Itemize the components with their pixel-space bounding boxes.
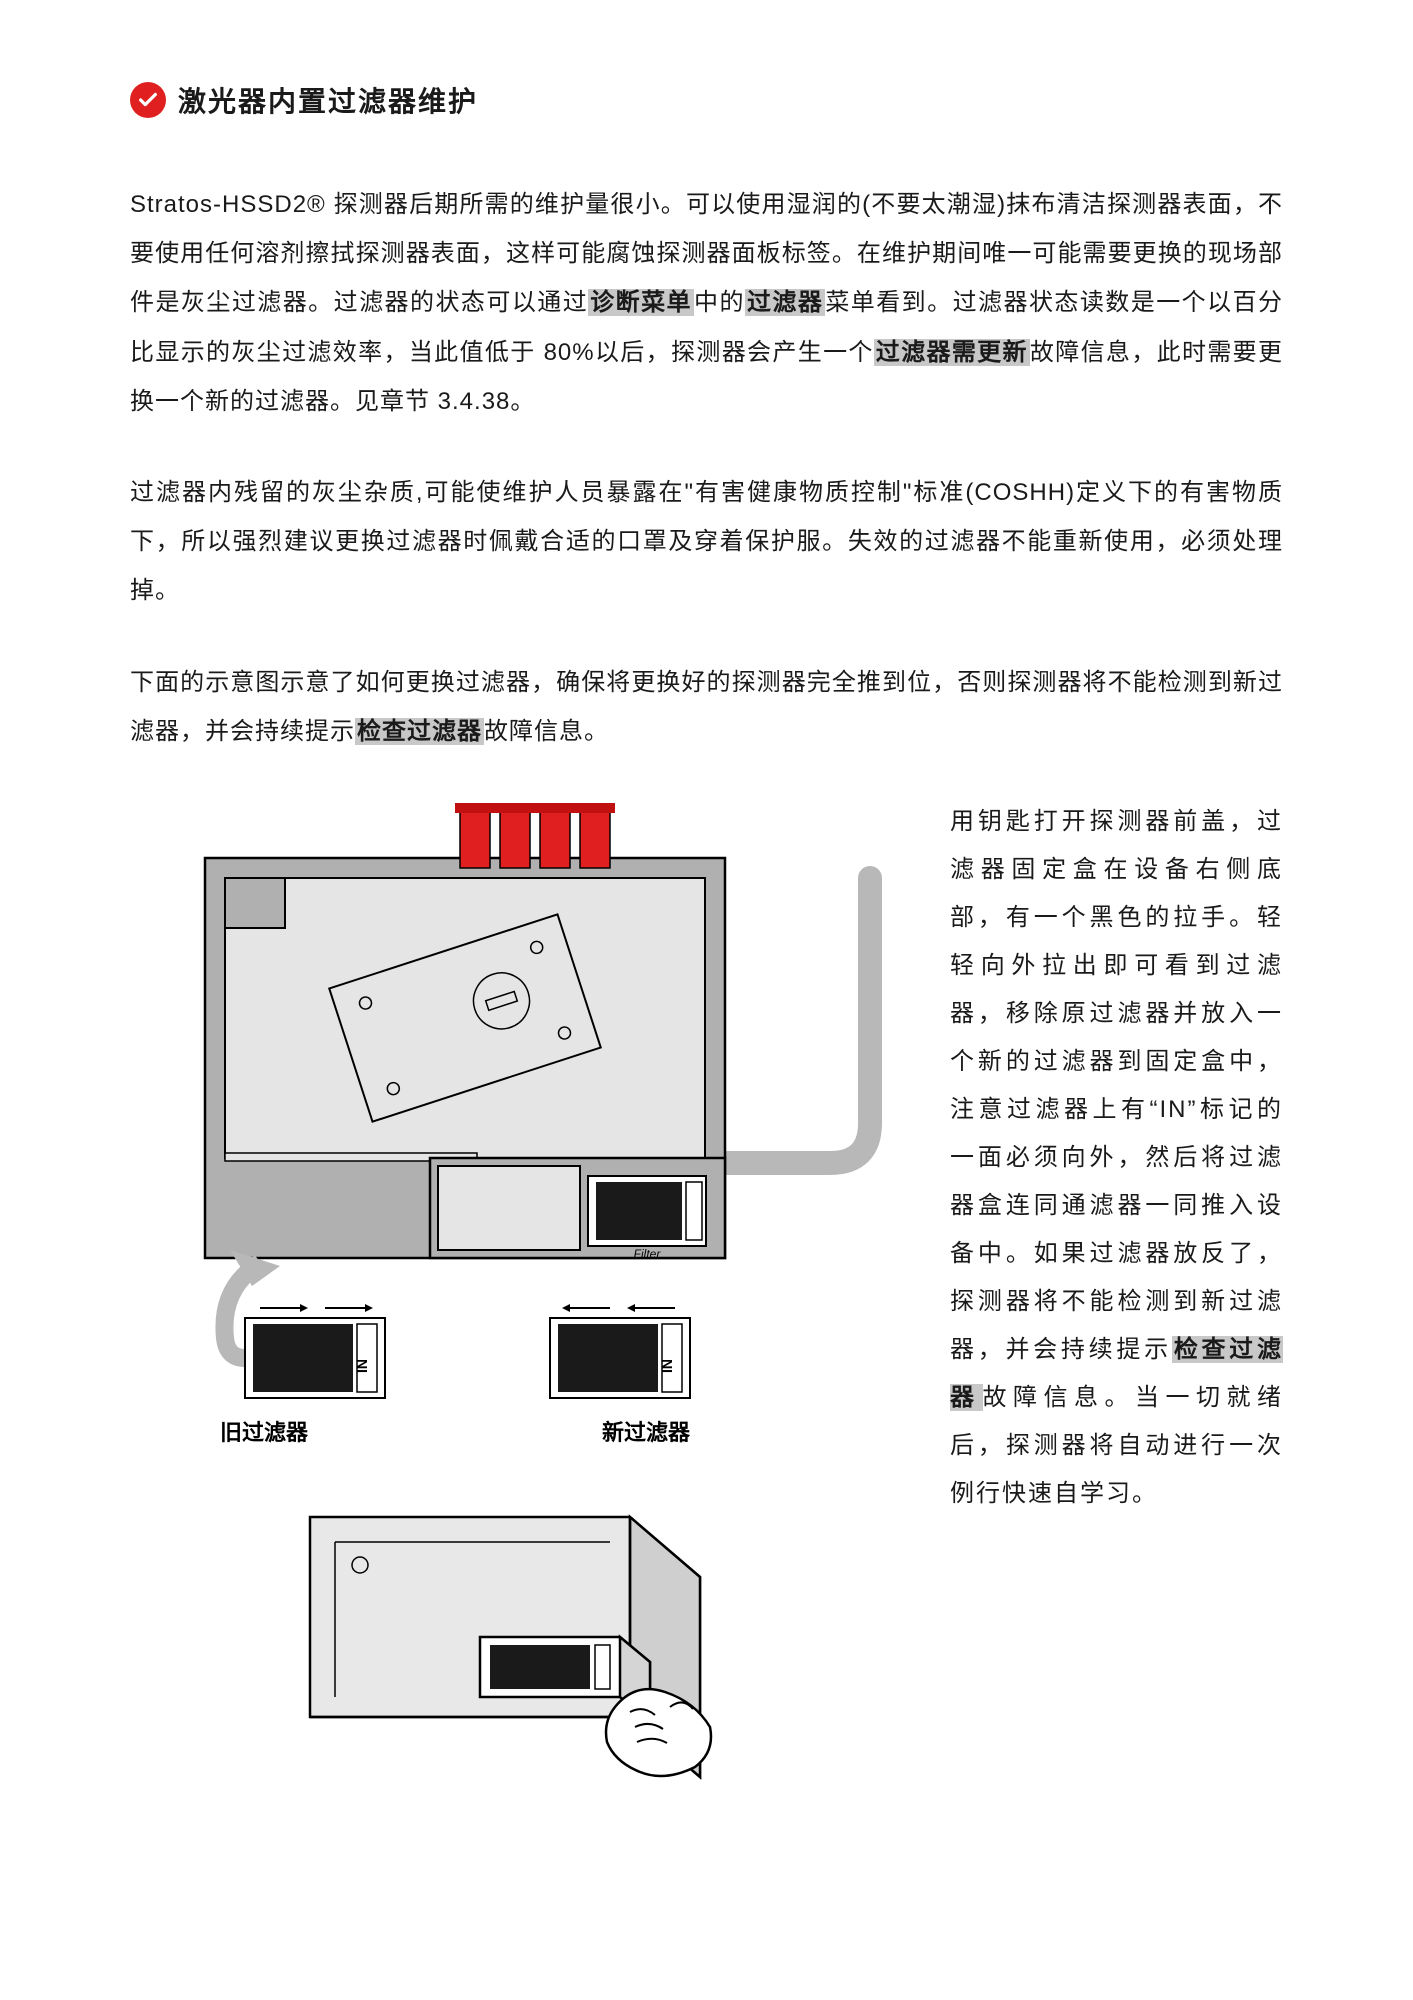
para1-highlight-2: 过滤器 [745, 289, 825, 316]
para1-text-b: 中的 [694, 289, 745, 316]
side-instructions: 用钥匙打开探测器前盖，过滤器固定盒在设备右侧底部，有一个黑色的拉手。轻轻向外拉出… [950, 798, 1283, 1827]
in-marker-old: IN [354, 1359, 370, 1373]
side-text-a: 用钥匙打开探测器前盖，过滤器固定盒在设备右侧底部，有一个黑色的拉手。轻轻向外拉出… [950, 808, 1283, 1363]
filter-insertion-diagram [270, 1487, 750, 1827]
filter-text-label: Filter [634, 1247, 662, 1261]
check-badge-icon [130, 82, 166, 118]
new-filter-label: 新过滤器 [602, 1415, 690, 1447]
para1-highlight-1: 诊断菜单 [588, 289, 694, 316]
para3-text-a: 下面的示意图示意了如何更换过滤器，确保将更换好的探测器完全推到位，否则探测器将不… [130, 669, 1283, 745]
paragraph-3: 下面的示意图示意了如何更换过滤器，确保将更换好的探测器完全推到位，否则探测器将不… [130, 658, 1283, 756]
para3-highlight-1: 检查过滤器 [355, 718, 484, 745]
old-filter-label: 旧过滤器 [220, 1415, 308, 1447]
section-header: 激光器内置过滤器维护 [130, 80, 1283, 120]
paragraph-1: Stratos-HSSD2® 探测器后期所需的维护量很小。可以使用湿润的(不要太… [130, 180, 1283, 426]
side-text-b: 故障信息。当一切就绪后，探测器将自动进行一次例行快速自学习。 [950, 1384, 1283, 1507]
paragraph-2: 过滤器内残留的灰尘杂质,可能使维护人员暴露在"有害健康物质控制"标准(COSHH… [130, 468, 1283, 616]
para3-text-b: 故障信息。 [484, 718, 609, 745]
para1-highlight-3: 过滤器需更新 [874, 339, 1030, 366]
filter-replacement-diagram: Filter IN IN [130, 798, 890, 1418]
in-marker-new: IN [659, 1359, 675, 1373]
section-title: 激光器内置过滤器维护 [178, 80, 478, 120]
